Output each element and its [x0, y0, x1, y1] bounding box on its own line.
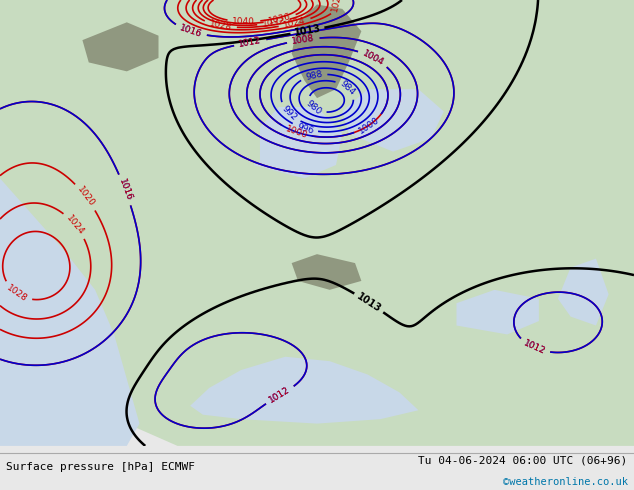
Text: 1004: 1004	[361, 49, 385, 67]
Polygon shape	[456, 290, 539, 334]
Text: 1020: 1020	[75, 185, 96, 209]
Polygon shape	[190, 357, 418, 423]
Text: 1008: 1008	[291, 34, 315, 46]
Text: 1028: 1028	[5, 283, 29, 304]
Polygon shape	[342, 89, 444, 151]
Text: 1000: 1000	[357, 115, 381, 135]
Text: 1032: 1032	[261, 16, 285, 29]
Text: 1012: 1012	[238, 36, 262, 49]
Polygon shape	[82, 22, 158, 72]
Polygon shape	[292, 4, 361, 98]
Text: 992: 992	[280, 104, 299, 122]
Text: 988: 988	[304, 69, 323, 82]
Text: ©weatheronline.co.uk: ©weatheronline.co.uk	[503, 477, 628, 487]
Text: 1016: 1016	[117, 177, 133, 202]
Polygon shape	[197, 98, 260, 178]
Polygon shape	[558, 259, 609, 325]
Polygon shape	[254, 107, 342, 178]
Polygon shape	[0, 0, 634, 446]
Text: 1012: 1012	[268, 385, 292, 405]
Text: 1040: 1040	[232, 17, 256, 26]
Polygon shape	[0, 178, 139, 446]
Text: 1012: 1012	[522, 339, 547, 357]
Text: 1020: 1020	[330, 0, 344, 12]
Text: 1036: 1036	[268, 12, 292, 26]
Text: 1013: 1013	[294, 24, 321, 38]
Text: Tu 04-06-2024 06:00 UTC (06+96): Tu 04-06-2024 06:00 UTC (06+96)	[418, 456, 628, 466]
Text: 1008: 1008	[291, 34, 315, 46]
Text: Surface pressure [hPa] ECMWF: Surface pressure [hPa] ECMWF	[6, 462, 195, 472]
Text: 980: 980	[304, 99, 323, 117]
Text: 1013: 1013	[355, 291, 383, 314]
Polygon shape	[171, 125, 203, 165]
Text: 1016: 1016	[179, 24, 203, 39]
Text: 984: 984	[338, 79, 357, 97]
Text: 996: 996	[296, 122, 315, 136]
Text: 1012: 1012	[268, 385, 292, 405]
Text: 1024: 1024	[65, 214, 86, 237]
Text: 1016: 1016	[179, 24, 203, 39]
Text: 1012: 1012	[238, 36, 262, 49]
Text: 1004: 1004	[361, 49, 385, 67]
Text: 1000: 1000	[285, 124, 309, 140]
Polygon shape	[292, 254, 361, 290]
Text: 1016: 1016	[117, 177, 133, 202]
Text: 1028: 1028	[209, 19, 233, 32]
Text: 1024: 1024	[283, 16, 307, 30]
Text: 1012: 1012	[522, 339, 547, 357]
